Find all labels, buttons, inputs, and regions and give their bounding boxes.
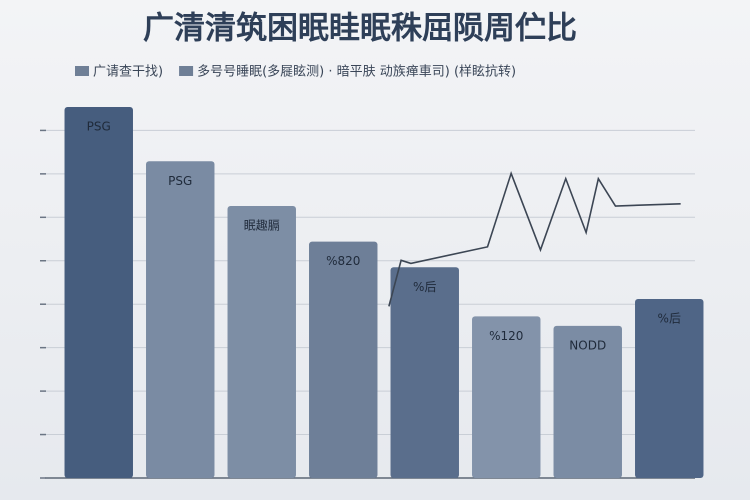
trend-line (388, 171, 681, 307)
bar (227, 206, 296, 478)
bar-label: %后 (413, 280, 436, 294)
bar-label: 眠趣膈 (244, 218, 280, 233)
bar-label: %120 (489, 329, 523, 343)
legend-label: 多号号睡眠(多屣眩测) · 暗平肤 动族瘅車司) (样眩抗转) (197, 64, 516, 80)
bar (553, 325, 622, 478)
bar (635, 298, 704, 478)
legend-swatch (75, 66, 89, 76)
bar-label: %后 (658, 311, 681, 325)
bar (390, 267, 459, 478)
bar-label: PSG (168, 174, 192, 188)
bar-label: NODD (569, 338, 606, 352)
bar (472, 316, 541, 478)
bar (64, 106, 133, 478)
bar-label: PSG (87, 119, 111, 133)
bar (146, 161, 215, 478)
legend-label: 广请查干找) (93, 65, 163, 80)
chart-title: 广清清筑困眠眭眠秼屈陨周伫比 (143, 11, 577, 47)
bar-label: %820 (326, 254, 360, 268)
legend-swatch (179, 66, 194, 76)
bar (309, 241, 378, 478)
